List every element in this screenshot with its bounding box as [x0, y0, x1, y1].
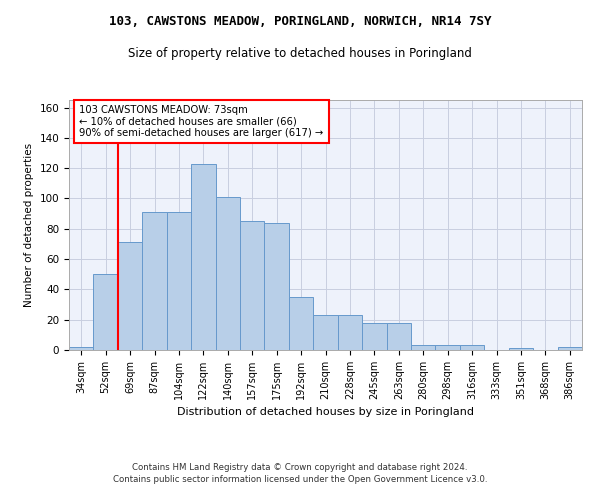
Text: Size of property relative to detached houses in Poringland: Size of property relative to detached ho…	[128, 48, 472, 60]
X-axis label: Distribution of detached houses by size in Poringland: Distribution of detached houses by size …	[177, 408, 474, 418]
Bar	[289, 297, 313, 350]
Bar	[265, 222, 289, 350]
Bar	[557, 347, 582, 350]
Bar	[215, 197, 240, 350]
Bar	[411, 346, 436, 350]
Bar	[460, 346, 484, 350]
Bar	[118, 242, 142, 350]
Text: Contains HM Land Registry data © Crown copyright and database right 2024.: Contains HM Land Registry data © Crown c…	[132, 464, 468, 472]
Bar	[240, 221, 265, 350]
Bar	[509, 348, 533, 350]
Text: 103 CAWSTONS MEADOW: 73sqm
← 10% of detached houses are smaller (66)
90% of semi: 103 CAWSTONS MEADOW: 73sqm ← 10% of deta…	[79, 105, 323, 138]
Bar	[362, 322, 386, 350]
Text: 103, CAWSTONS MEADOW, PORINGLAND, NORWICH, NR14 7SY: 103, CAWSTONS MEADOW, PORINGLAND, NORWIC…	[109, 15, 491, 28]
Bar	[69, 347, 94, 350]
Bar	[313, 315, 338, 350]
Y-axis label: Number of detached properties: Number of detached properties	[24, 143, 34, 307]
Bar	[94, 274, 118, 350]
Bar	[386, 322, 411, 350]
Bar	[142, 212, 167, 350]
Bar	[436, 346, 460, 350]
Text: Contains public sector information licensed under the Open Government Licence v3: Contains public sector information licen…	[113, 475, 487, 484]
Bar	[338, 315, 362, 350]
Bar	[191, 164, 215, 350]
Bar	[167, 212, 191, 350]
